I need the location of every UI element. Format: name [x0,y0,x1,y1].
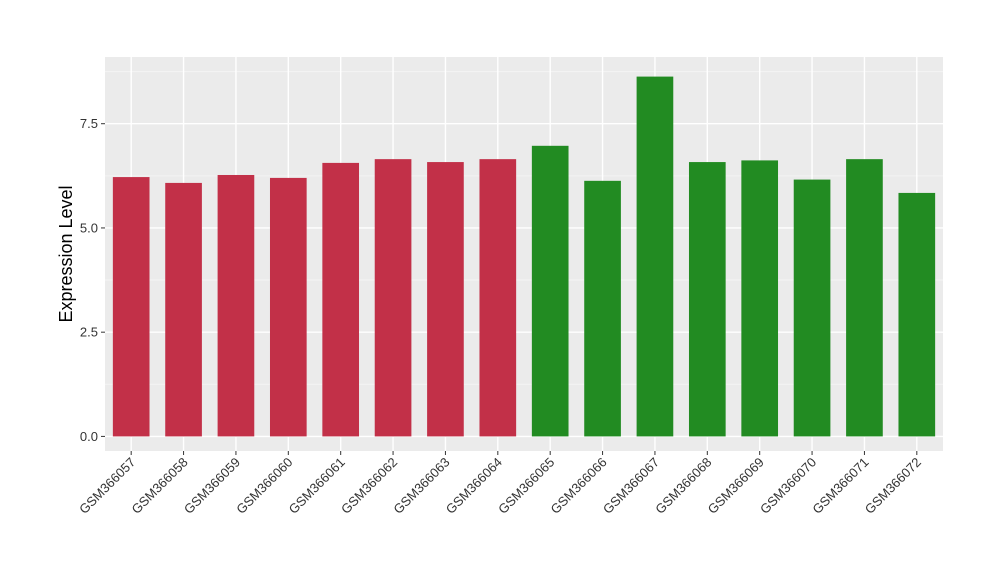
bar-GSM366063 [427,162,464,437]
bar-GSM366058 [165,182,202,437]
y-tick-label: 2.5 [80,325,98,340]
y-tick-label: 7.5 [80,116,98,131]
bar-GSM366064 [479,159,517,437]
bar-GSM366057 [112,177,150,437]
bar-GSM366068 [688,162,726,437]
y-tick-label: 5.0 [80,220,98,235]
y-tick-label: 0.0 [80,429,98,444]
bar-GSM366072 [898,192,936,437]
bar-GSM366069 [741,160,779,437]
bar-GSM366066 [584,180,621,437]
bar-GSM366062 [374,159,412,437]
y-axis: 0.0 2.5 5.0 7.5 [80,116,105,444]
bar-GSM366059 [217,174,255,437]
bar-GSM366065 [531,145,569,437]
x-axis: GSM366057GSM366058GSM366059GSM366060GSM3… [76,451,924,517]
bars-group [112,76,936,437]
bar-GSM366071 [846,159,883,437]
x-tick-label: GSM366072 [862,455,924,517]
bar-GSM366061 [322,162,360,437]
y-axis-title: Expression Level [56,185,76,322]
bar-GSM366060 [269,177,307,437]
bar-GSM366067 [636,76,674,437]
bar-GSM366070 [793,179,831,437]
